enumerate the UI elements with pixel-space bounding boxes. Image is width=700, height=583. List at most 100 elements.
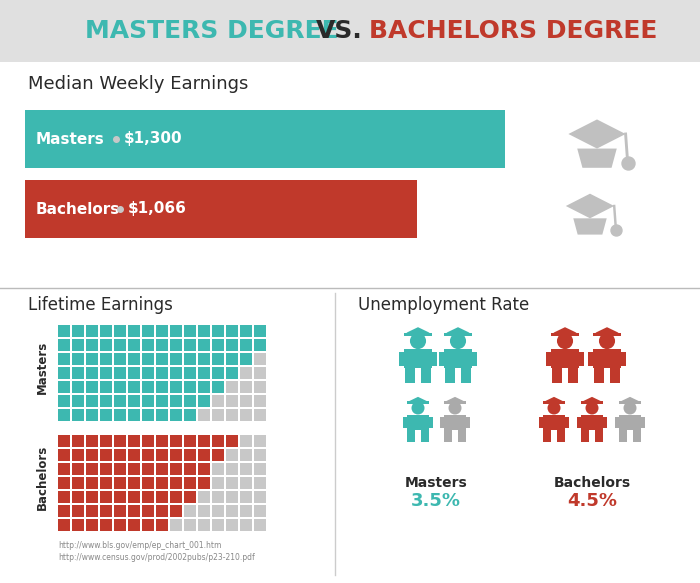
Text: Masters: Masters <box>36 340 48 394</box>
Bar <box>170 491 182 503</box>
Bar <box>128 449 140 461</box>
Bar <box>128 519 140 531</box>
Bar <box>100 409 112 421</box>
Bar <box>581 401 603 404</box>
Bar <box>58 395 70 407</box>
Bar <box>594 430 603 442</box>
Text: $1,300: $1,300 <box>124 132 183 146</box>
Bar <box>58 449 70 461</box>
Bar <box>444 333 472 336</box>
Bar <box>444 415 466 430</box>
Bar <box>142 367 154 379</box>
Bar <box>128 491 140 503</box>
Bar <box>184 367 196 379</box>
Text: Bachelors: Bachelors <box>36 202 120 216</box>
Bar <box>58 325 70 337</box>
Bar <box>170 505 182 517</box>
Bar <box>114 505 126 517</box>
Bar <box>114 325 126 337</box>
Bar <box>226 463 238 475</box>
Bar <box>58 435 70 447</box>
Bar <box>100 353 112 365</box>
Bar <box>86 491 98 503</box>
Bar <box>184 325 196 337</box>
Bar <box>198 435 210 447</box>
Bar <box>198 395 210 407</box>
Bar <box>100 339 112 351</box>
Bar <box>114 491 126 503</box>
Bar <box>444 401 466 404</box>
Bar <box>58 381 70 393</box>
Bar <box>432 352 437 366</box>
Bar <box>240 449 252 461</box>
Circle shape <box>547 402 561 415</box>
Bar <box>551 349 579 368</box>
Bar <box>402 417 407 428</box>
Polygon shape <box>573 218 607 234</box>
Bar <box>142 339 154 351</box>
Polygon shape <box>568 120 626 149</box>
Bar <box>184 339 196 351</box>
Bar <box>619 415 641 430</box>
Bar <box>72 435 84 447</box>
Bar <box>212 339 224 351</box>
Bar <box>156 339 168 351</box>
Bar <box>72 491 84 503</box>
Bar <box>568 368 578 383</box>
Bar <box>72 353 84 365</box>
Bar <box>0 0 700 62</box>
Bar <box>72 395 84 407</box>
Bar <box>170 381 182 393</box>
Bar <box>114 435 126 447</box>
Bar <box>156 367 168 379</box>
Bar <box>86 395 98 407</box>
Bar <box>72 519 84 531</box>
Bar <box>184 435 196 447</box>
Bar <box>212 381 224 393</box>
Bar <box>72 339 84 351</box>
Bar <box>240 505 252 517</box>
Bar <box>0 288 700 583</box>
Bar <box>254 339 266 351</box>
Bar <box>240 353 252 365</box>
Bar <box>86 505 98 517</box>
Bar <box>100 477 112 489</box>
Bar <box>198 381 210 393</box>
Bar <box>114 409 126 421</box>
Bar <box>226 395 238 407</box>
Bar <box>184 519 196 531</box>
Bar <box>100 381 112 393</box>
Bar <box>439 352 444 366</box>
Bar <box>114 449 126 461</box>
Bar <box>58 491 70 503</box>
Bar <box>58 463 70 475</box>
Bar <box>226 491 238 503</box>
Bar <box>156 353 168 365</box>
Bar <box>86 367 98 379</box>
Bar <box>444 349 472 368</box>
Bar <box>458 430 466 442</box>
Bar <box>254 449 266 461</box>
Bar <box>254 463 266 475</box>
Bar <box>128 477 140 489</box>
Bar <box>421 430 428 442</box>
Bar <box>142 505 154 517</box>
Bar <box>100 325 112 337</box>
Bar <box>114 395 126 407</box>
Polygon shape <box>621 397 639 404</box>
Bar <box>212 353 224 365</box>
Bar <box>0 62 700 288</box>
Polygon shape <box>545 397 564 404</box>
Polygon shape <box>447 327 470 336</box>
Bar <box>72 463 84 475</box>
Bar <box>184 449 196 461</box>
Bar <box>556 430 565 442</box>
Bar <box>156 477 168 489</box>
Text: MASTERS DEGREE: MASTERS DEGREE <box>85 19 339 43</box>
Bar <box>184 381 196 393</box>
Bar <box>86 339 98 351</box>
Bar <box>170 435 182 447</box>
Bar <box>100 491 112 503</box>
Bar <box>212 325 224 337</box>
Bar <box>198 339 210 351</box>
